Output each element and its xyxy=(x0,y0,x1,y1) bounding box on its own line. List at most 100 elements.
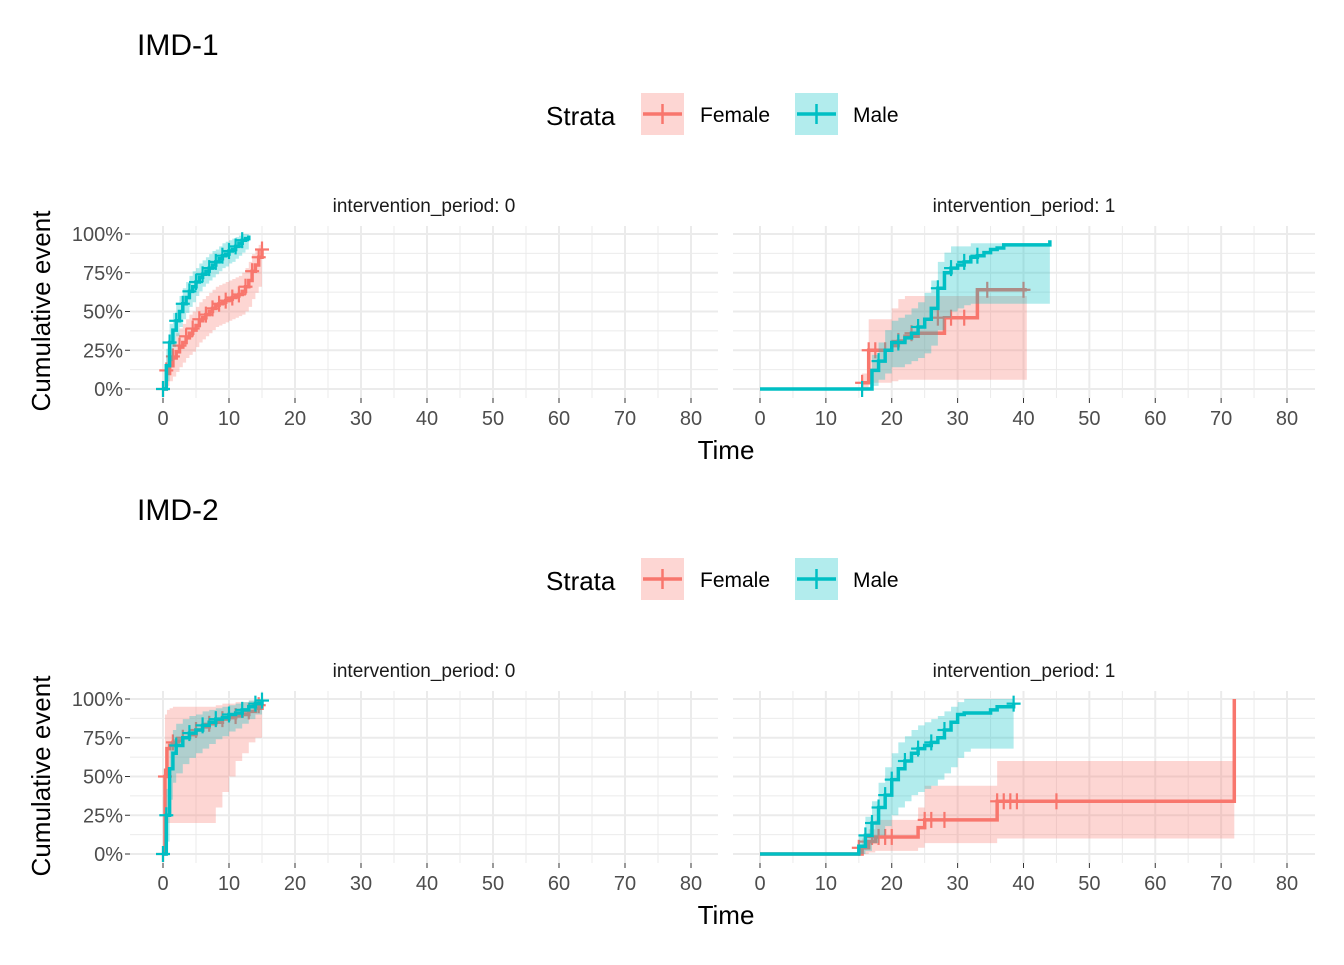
x-axis-title: Time xyxy=(698,435,755,465)
y-tick-label: 75% xyxy=(83,263,123,285)
x-tick-label: 50 xyxy=(482,408,504,430)
censor-mark xyxy=(937,811,952,828)
censor-mark xyxy=(235,232,250,249)
x-tick-label: 70 xyxy=(1210,873,1232,895)
legend-title: Strata xyxy=(546,566,616,596)
censor-mark xyxy=(195,717,210,734)
x-tick-label: 20 xyxy=(284,873,306,895)
censor-mark xyxy=(1009,793,1024,810)
censor-mark xyxy=(897,753,912,769)
censor-mark xyxy=(1049,793,1064,810)
x-tick-label: 0 xyxy=(754,408,765,430)
censor-mark xyxy=(871,353,886,370)
x-tick-label: 40 xyxy=(416,408,438,430)
x-tick-label: 50 xyxy=(1078,873,1100,895)
censor-mark xyxy=(218,292,233,309)
confidence-band xyxy=(760,699,1014,854)
x-tick-label: 70 xyxy=(614,408,636,430)
panel-strip-label: intervention_period: 1 xyxy=(933,661,1116,682)
censor-mark xyxy=(235,701,250,718)
x-tick-label: 20 xyxy=(284,408,306,430)
x-tick-label: 50 xyxy=(482,873,504,895)
x-tick-label: 80 xyxy=(680,873,702,895)
censor-mark xyxy=(212,295,227,312)
censor-mark xyxy=(924,734,939,751)
censor-mark xyxy=(182,725,197,742)
x-tick-label: 60 xyxy=(548,408,570,430)
censor-mark xyxy=(238,278,253,295)
x-tick-label: 10 xyxy=(218,873,240,895)
censor-mark xyxy=(957,309,972,326)
x-tick-label: 60 xyxy=(1144,408,1166,430)
legend-label-female: Female xyxy=(700,104,770,127)
legend-key-female xyxy=(641,93,684,135)
x-tick-label: 40 xyxy=(1012,408,1034,430)
y-axis-title: Cumulative event xyxy=(26,210,56,412)
censor-mark xyxy=(156,381,170,397)
censor-mark xyxy=(165,734,180,751)
censor-mark xyxy=(878,787,893,804)
x-tick-label: 20 xyxy=(881,408,903,430)
chart-title: IMD-1 xyxy=(137,29,219,62)
censor-mark xyxy=(944,260,959,277)
legend: Strata Female Male xyxy=(546,558,899,600)
censor-mark xyxy=(182,283,197,300)
censor-mark xyxy=(930,309,945,326)
censor-mark xyxy=(911,740,926,757)
censor-mark xyxy=(1006,695,1021,712)
panel-strip-label: intervention_period: 0 xyxy=(333,661,516,682)
x-tick-label: 10 xyxy=(815,408,837,430)
censor-mark xyxy=(944,309,959,326)
censor-mark xyxy=(175,295,190,312)
series-male xyxy=(760,240,1052,397)
censor-mark xyxy=(858,827,873,844)
x-tick-label: 70 xyxy=(1210,408,1232,430)
legend: Strata Female Male xyxy=(546,93,899,135)
x-tick-label: 0 xyxy=(157,408,168,430)
x-tick-label: 0 xyxy=(157,873,168,895)
x-tick-label: 40 xyxy=(1012,873,1034,895)
y-tick-label: 50% xyxy=(83,302,123,324)
chart-title: IMD-2 xyxy=(137,494,219,527)
y-tick-label: 0% xyxy=(94,379,123,401)
censor-mark xyxy=(225,289,240,306)
x-tick-label: 50 xyxy=(1078,408,1100,430)
legend-label-male: Male xyxy=(853,569,899,592)
x-tick-label: 20 xyxy=(881,873,903,895)
x-tick-label: 0 xyxy=(754,873,765,895)
series-male xyxy=(760,695,1021,856)
censor-mark xyxy=(169,737,184,754)
censor-mark xyxy=(172,337,187,354)
x-tick-label: 60 xyxy=(548,873,570,895)
censor-mark xyxy=(884,828,899,845)
censor-mark xyxy=(924,811,939,828)
series-male xyxy=(156,232,251,397)
x-tick-label: 30 xyxy=(350,873,372,895)
censor-mark xyxy=(871,799,886,816)
x-tick-label: 40 xyxy=(416,873,438,895)
censor-mark xyxy=(156,846,170,862)
censor-mark xyxy=(930,280,945,297)
censor-mark xyxy=(970,247,985,264)
censor-mark xyxy=(884,771,899,788)
censor-mark xyxy=(255,692,269,709)
series-female xyxy=(760,699,1237,856)
chart-block-1: IMD-1 Strata Female Male Cumulative event Tim… xyxy=(26,29,1315,465)
censor-mark xyxy=(245,263,260,280)
censor-mark xyxy=(937,722,952,738)
censor-mark xyxy=(1016,281,1031,298)
legend-label-male: Male xyxy=(853,104,899,127)
censor-mark xyxy=(855,381,870,397)
censor-mark xyxy=(231,286,246,303)
x-tick-label: 30 xyxy=(947,408,969,430)
censor-mark xyxy=(159,807,174,824)
censor-mark xyxy=(185,320,200,337)
chart-block-2: IMD-2 Strata Female Male Cumulative event Tim… xyxy=(26,494,1315,930)
legend-label-female: Female xyxy=(700,569,770,592)
x-tick-label: 80 xyxy=(680,408,702,430)
censor-mark xyxy=(179,328,194,345)
censor-mark xyxy=(957,253,972,270)
censor-mark xyxy=(980,281,995,298)
series-male xyxy=(156,692,269,862)
